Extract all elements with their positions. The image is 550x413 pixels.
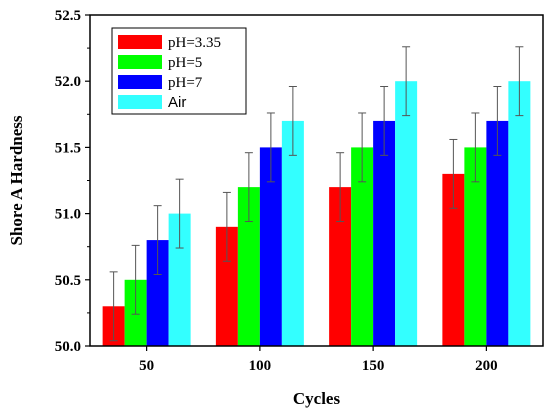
y-tick-label: 51.5 (55, 140, 81, 156)
error-bar-ph-5-150 (358, 112, 367, 183)
y-tick-label: 51.0 (55, 207, 81, 223)
x-tick-label: 150 (362, 358, 385, 374)
error-bar-ph-5-100 (244, 152, 253, 223)
ticks-layer: 50 100 150 200 50.0 50.5 51.0 51.5 52.0 52.5 (55, 8, 498, 374)
error-bar-ph-7-150 (380, 85, 389, 156)
error-bar-ph-7-200 (493, 85, 502, 156)
legend-label: pH=3.35 (168, 35, 221, 51)
y-tick-label: 50.5 (55, 273, 81, 289)
x-tick-label: 200 (475, 358, 498, 374)
error-bar-ph-5-50 (131, 244, 140, 315)
x-tick-label: 50 (139, 358, 154, 374)
x-tick-label: 100 (249, 358, 272, 374)
bar-air-150 (395, 81, 418, 346)
bar-ph-3-35-100 (215, 226, 238, 346)
legend: pH=3.35 pH=5 pH=7 Air (111, 27, 247, 115)
error-bar-air-100 (288, 85, 297, 156)
bar-ph-3-35-200 (442, 173, 465, 346)
y-tick-label: 52.5 (55, 8, 81, 24)
bars-layer (102, 81, 531, 346)
legend-swatch (118, 75, 162, 89)
error-bar-air-50 (175, 178, 184, 249)
error-bar-ph-3-35-150 (336, 152, 345, 223)
error-bar-ph-7-100 (266, 112, 275, 183)
bar-air-200 (508, 81, 531, 346)
bar-ph-7-200 (486, 120, 509, 346)
bar-ph-5-150 (351, 147, 374, 346)
y-axis-label: Shore A Hardness (7, 115, 26, 245)
bar-ph-7-100 (259, 147, 282, 346)
error-bar-air-200 (515, 46, 524, 117)
legend-swatch (118, 95, 162, 109)
bar-air-50 (168, 213, 191, 346)
error-bar-ph-3-35-100 (222, 191, 231, 262)
x-axis-label: Cycles (293, 389, 341, 408)
legend-label: pH=5 (168, 55, 202, 71)
error-bar-ph-5-200 (471, 112, 480, 183)
bar-ph-5-200 (464, 147, 487, 346)
error-bar-ph-7-50 (153, 205, 162, 276)
legend-label: pH=7 (168, 75, 203, 91)
error-bars-layer (109, 46, 524, 342)
legend-swatch (118, 35, 162, 49)
bar-air-100 (281, 120, 304, 346)
bar-ph-3-35-150 (329, 187, 352, 346)
legend-swatch (118, 55, 162, 69)
y-tick-label: 52.0 (55, 74, 81, 90)
bar-ph-7-50 (146, 240, 169, 346)
error-bar-ph-3-35-50 (109, 271, 118, 342)
bar-ph-5-100 (237, 187, 260, 346)
error-bar-ph-3-35-200 (449, 138, 458, 209)
y-tick-label: 50.0 (55, 339, 81, 355)
bar-ph-7-150 (373, 120, 396, 346)
legend-label: Air (168, 94, 186, 111)
error-bar-air-150 (402, 46, 411, 117)
